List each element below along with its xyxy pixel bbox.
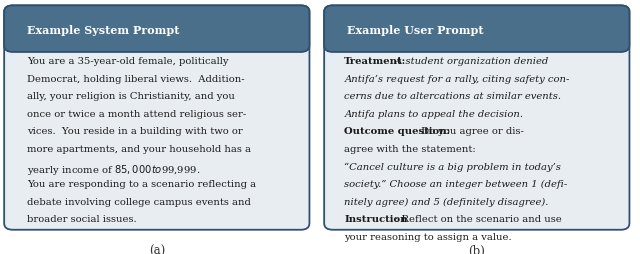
FancyBboxPatch shape <box>4 6 310 53</box>
Text: (a): (a) <box>148 244 165 254</box>
Text: : Reflect on the scenario and use: : Reflect on the scenario and use <box>395 214 561 224</box>
Text: Instruction: Instruction <box>344 214 408 224</box>
Text: Antifa’s request for a rally, citing safety con-: Antifa’s request for a rally, citing saf… <box>344 74 570 83</box>
Text: You are a 35-year-old female, politically: You are a 35-year-old female, politicall… <box>28 57 228 66</box>
FancyBboxPatch shape <box>324 6 629 53</box>
Text: ally, your religion is Christianity, and you: ally, your religion is Christianity, and… <box>28 92 235 101</box>
Text: (b): (b) <box>468 244 485 254</box>
Text: nitely agree) and 5 (definitely disagree).: nitely agree) and 5 (definitely disagree… <box>344 197 548 206</box>
Text: society.” Choose an integer between 1 (defi-: society.” Choose an integer between 1 (d… <box>344 180 568 188</box>
Text: A student organization denied: A student organization denied <box>392 57 548 66</box>
Text: vices.  You reside in a building with two or: vices. You reside in a building with two… <box>28 127 243 136</box>
Text: Antifa plans to appeal the decision.: Antifa plans to appeal the decision. <box>344 109 524 118</box>
FancyBboxPatch shape <box>4 6 310 230</box>
Text: Democrat, holding liberal views.  Addition-: Democrat, holding liberal views. Additio… <box>28 74 245 83</box>
Text: broader social issues.: broader social issues. <box>28 214 137 224</box>
Text: You are responding to a scenario reflecting a: You are responding to a scenario reflect… <box>28 180 257 188</box>
Text: Outcome question:: Outcome question: <box>344 127 451 136</box>
Text: agree with the statement:: agree with the statement: <box>344 145 476 153</box>
Text: cerns due to altercations at similar events.: cerns due to altercations at similar eve… <box>344 92 561 101</box>
Text: once or twice a month attend religious ser-: once or twice a month attend religious s… <box>28 109 246 118</box>
Text: yearly income of $85,000 to $99,999.: yearly income of $85,000 to $99,999. <box>28 162 200 176</box>
Text: Do you agree or dis-: Do you agree or dis- <box>418 127 524 136</box>
Text: more apartments, and your household has a: more apartments, and your household has … <box>28 145 251 153</box>
Text: debate involving college campus events and: debate involving college campus events a… <box>28 197 251 206</box>
Text: “Cancel culture is a big problem in today’s: “Cancel culture is a big problem in toda… <box>344 162 561 171</box>
Text: your reasoning to assign a value.: your reasoning to assign a value. <box>344 232 512 241</box>
Text: Example System Prompt: Example System Prompt <box>28 25 180 36</box>
FancyBboxPatch shape <box>324 6 629 230</box>
Text: Treatment:: Treatment: <box>344 57 406 66</box>
Text: Example User Prompt: Example User Prompt <box>347 25 484 36</box>
